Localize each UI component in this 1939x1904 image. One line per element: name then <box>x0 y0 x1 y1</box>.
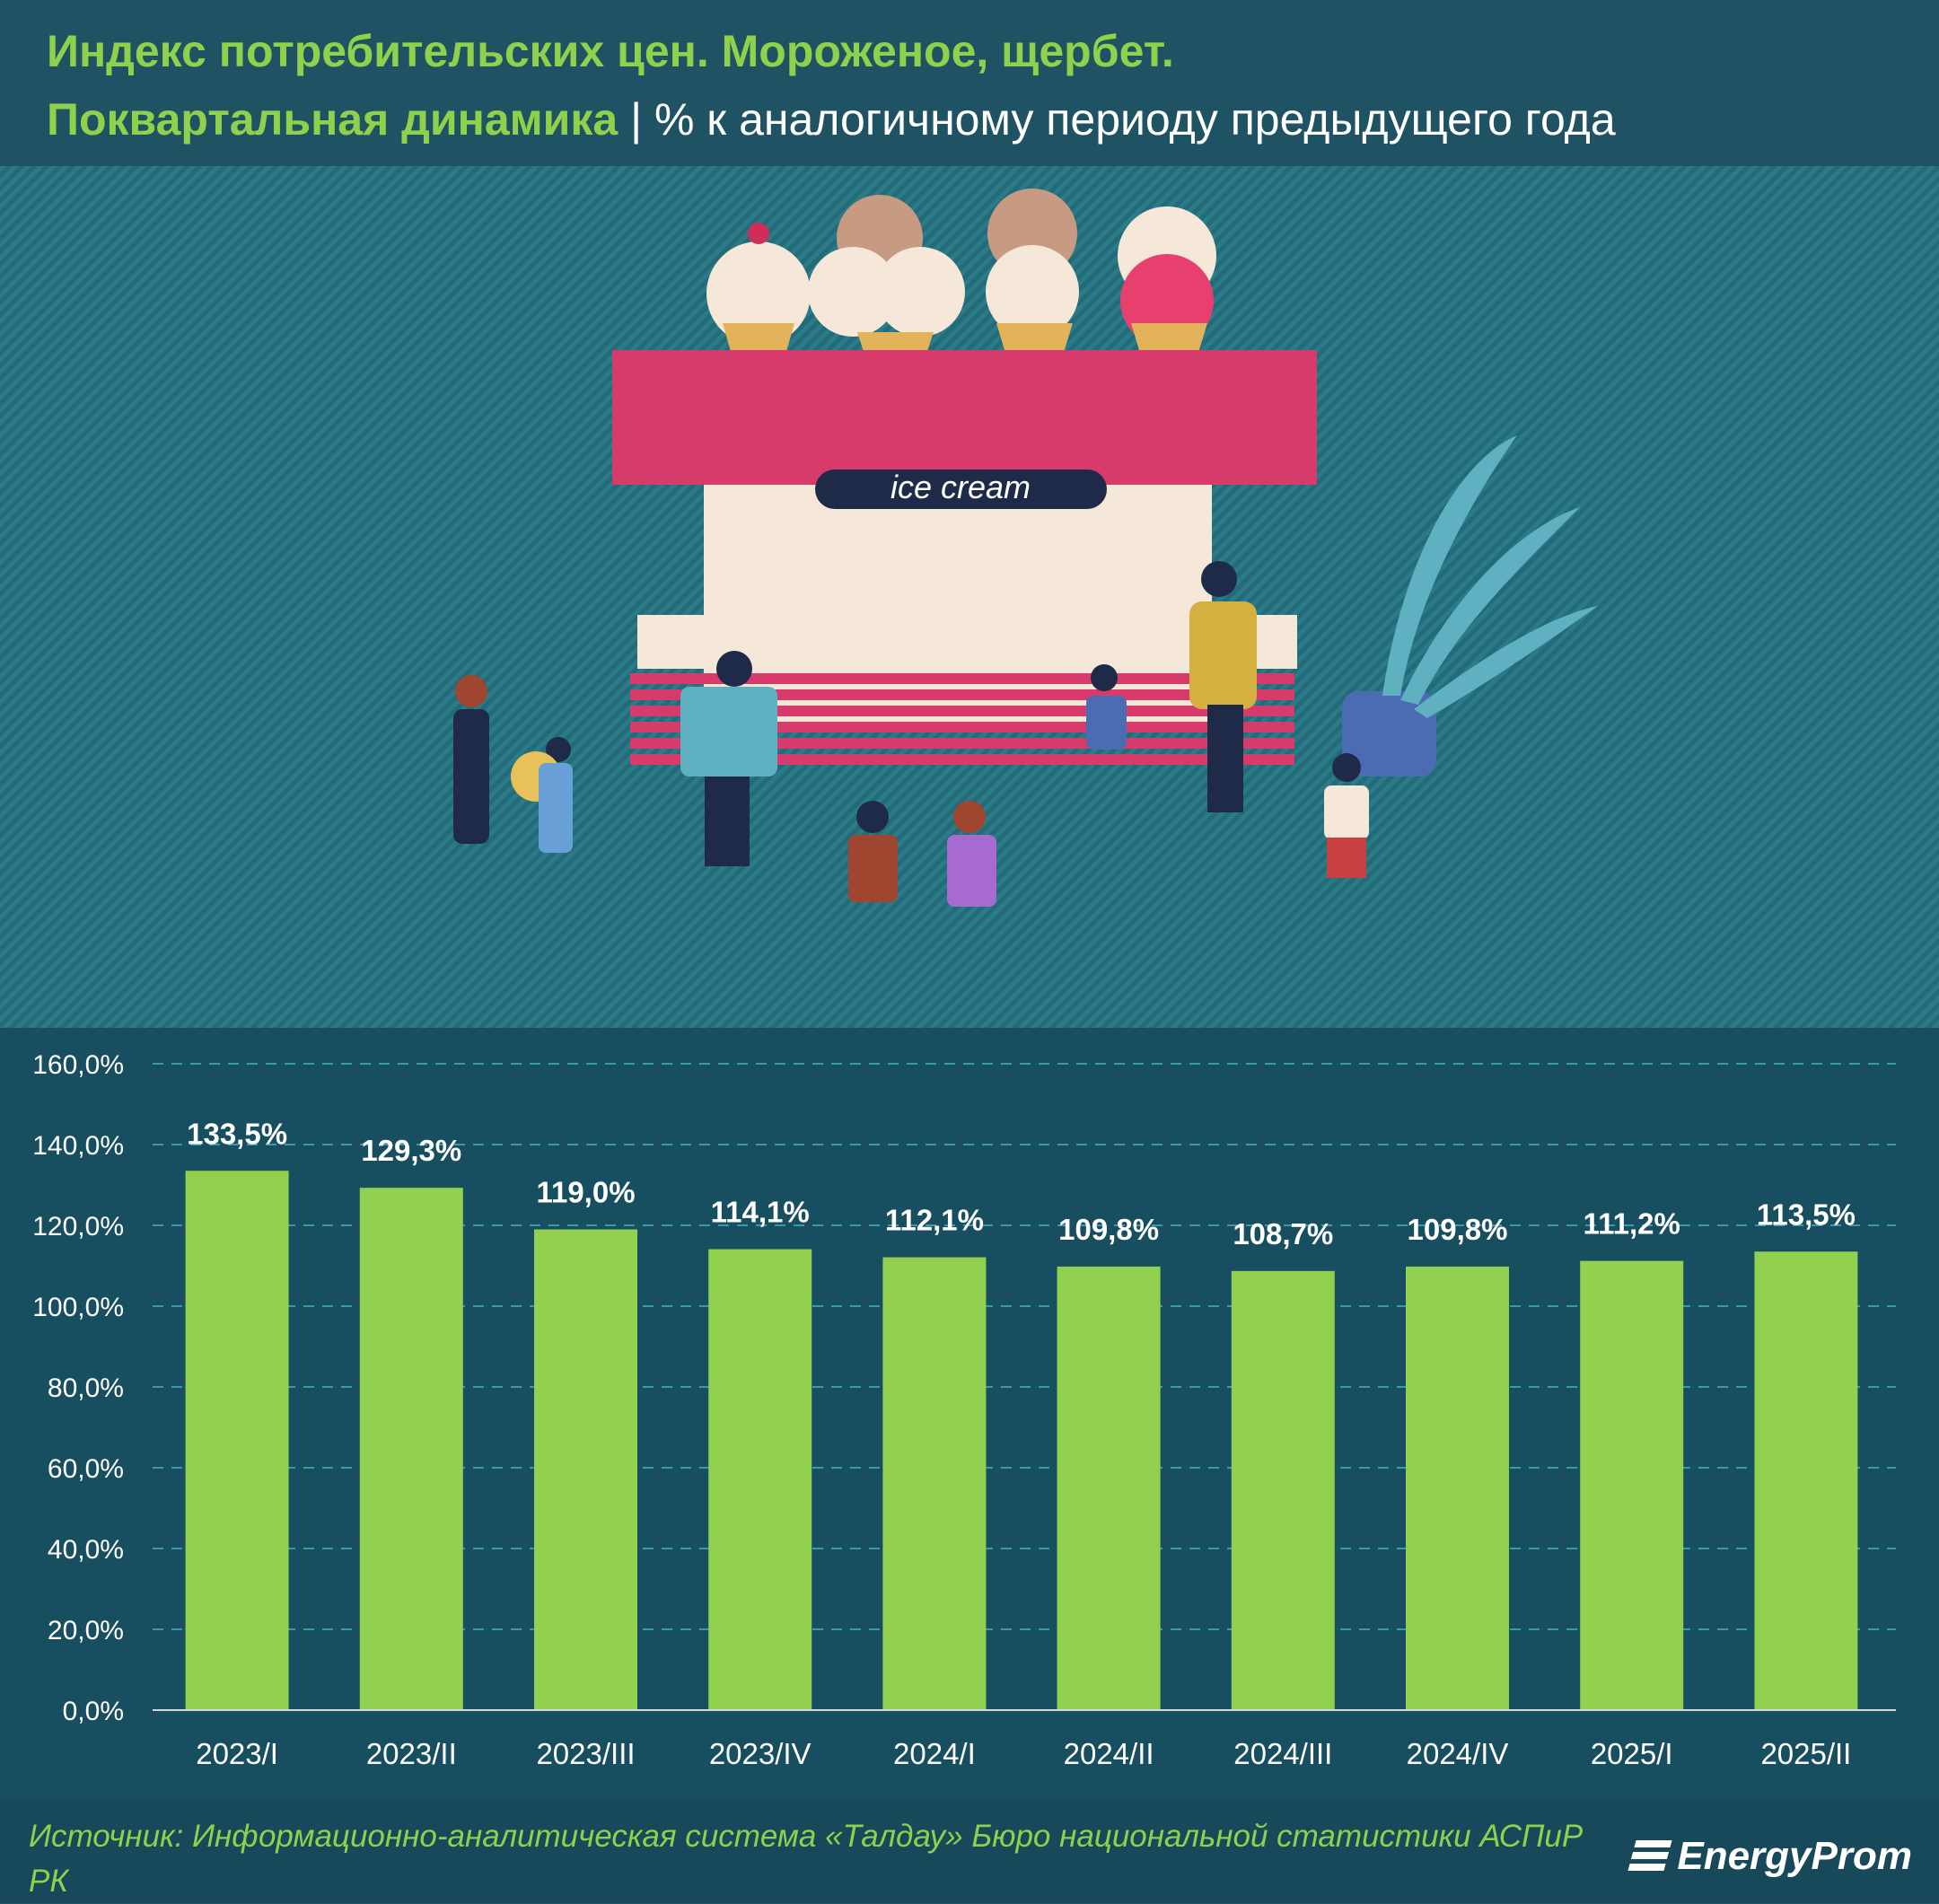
y-tick-label: 60,0% <box>48 1454 124 1484</box>
x-tick-label: 2023/I <box>196 1737 278 1770</box>
x-tick-label: 2024/IV <box>1407 1737 1509 1770</box>
stand-body <box>704 485 1212 727</box>
x-tick-label: 2023/II <box>366 1737 457 1770</box>
bar <box>1580 1260 1684 1710</box>
ice-cream-stand-image: ice cream <box>453 189 1598 907</box>
x-tick-label: 2025/II <box>1760 1737 1851 1770</box>
value-label: 129,3% <box>361 1134 461 1167</box>
y-tick-label: 0,0% <box>63 1697 124 1726</box>
ice-cream-illustration: ice cream <box>0 166 1939 1028</box>
y-axis-ticks: 0,0% 20,0% 40,0% 60,0% 80,0% 100,0% 120,0% 140,… <box>32 1050 124 1726</box>
y-tick-label: 20,0% <box>48 1616 124 1645</box>
bar <box>1231 1270 1335 1710</box>
bar <box>882 1257 987 1710</box>
y-tick-label: 140,0% <box>32 1131 124 1161</box>
people <box>453 561 1369 907</box>
bar <box>185 1171 289 1710</box>
value-label: 119,0% <box>536 1176 635 1209</box>
stand-sign-text: ice cream <box>891 469 1031 505</box>
stand-roof <box>612 350 1317 485</box>
x-tick-label: 2023/III <box>536 1737 635 1770</box>
x-tick-label: 2024/I <box>893 1737 976 1770</box>
y-tick-label: 40,0% <box>48 1535 124 1565</box>
chart-subtitle: Поквартальная динамика | % к аналогичном… <box>47 93 1616 145</box>
value-label: 109,8% <box>1058 1213 1159 1246</box>
x-tick-label: 2024/III <box>1233 1737 1332 1770</box>
logo-icon <box>1628 1840 1672 1871</box>
bar-chart: 0,0% 20,0% 40,0% 60,0% 80,0% 100,0% 120,0% 140,… <box>32 1050 1896 1770</box>
subtitle-accent: Поквартальная динамика <box>47 94 619 145</box>
bar <box>359 1188 463 1710</box>
x-axis-labels: 2023/I 2023/II 2023/III 2023/IV 2024/I 2024/I… <box>196 1737 1851 1770</box>
value-label: 109,8% <box>1408 1213 1508 1246</box>
source-note: Источник: Информационно-аналитическая си… <box>29 1819 1584 1899</box>
value-label: 114,1% <box>711 1196 810 1229</box>
value-labels: 133,5% 129,3% 119,0% 114,1% 112,1% 109,8% 108,… <box>187 1117 1856 1250</box>
bar <box>1057 1266 1161 1710</box>
y-tick-label: 160,0% <box>32 1050 124 1080</box>
bar <box>534 1229 637 1710</box>
bar <box>708 1249 812 1710</box>
y-tick-label: 120,0% <box>32 1212 124 1242</box>
value-label: 112,1% <box>885 1204 984 1237</box>
energyprom-logo: EnergyProm <box>1628 1834 1912 1879</box>
header: Индекс потребительских цен. Мороженое, щ… <box>0 0 1939 166</box>
logo-text: EnergyProm <box>1677 1834 1912 1878</box>
x-tick-label: 2024/II <box>1064 1737 1154 1770</box>
bars <box>185 1171 1858 1710</box>
footer: Источник: Информационно-аналитическая си… <box>0 1800 1939 1903</box>
value-label: 113,5% <box>1757 1198 1856 1231</box>
chart-area: 0,0% 20,0% 40,0% 60,0% 80,0% 100,0% 120,0% 140,… <box>0 1028 1939 1800</box>
stand-counter <box>630 673 1294 765</box>
x-tick-label: 2023/IV <box>709 1737 812 1770</box>
value-label: 133,5% <box>187 1117 287 1150</box>
y-tick-label: 80,0% <box>48 1373 124 1403</box>
stand-sign <box>815 469 1107 509</box>
bar <box>1754 1251 1858 1710</box>
chart-title: Индекс потребительских цен. Мороженое, щ… <box>47 26 1174 76</box>
value-label: 111,2% <box>1584 1207 1680 1241</box>
bar <box>1406 1266 1509 1710</box>
y-tick-label: 100,0% <box>32 1293 124 1322</box>
x-tick-label: 2025/I <box>1591 1737 1673 1770</box>
subtitle-units: | % к аналогичному периоду предыдущего г… <box>618 94 1616 145</box>
value-label: 108,7% <box>1233 1217 1333 1250</box>
plant <box>1342 435 1598 777</box>
